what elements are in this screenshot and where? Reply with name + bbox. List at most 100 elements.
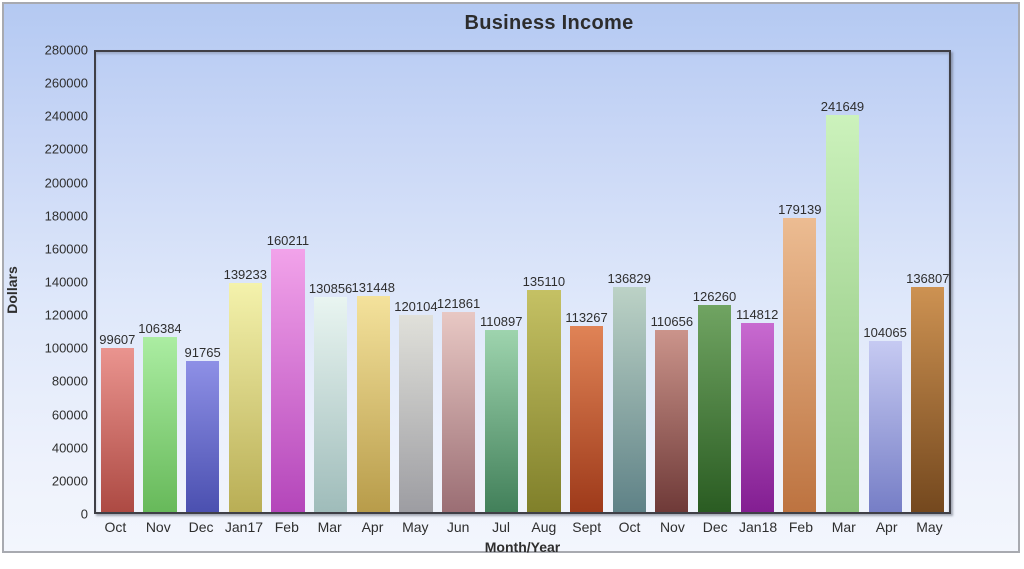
bar-value-label: 104065 bbox=[863, 325, 907, 341]
bar-11-sept: 113267 bbox=[565, 310, 608, 512]
bar-value-label: 91765 bbox=[184, 345, 221, 361]
x-tick-label-8-jun: Jun bbox=[446, 519, 470, 535]
y-tick-label-120000: 120000 bbox=[44, 307, 88, 323]
x-tick-label-7-may: May bbox=[402, 519, 429, 535]
bar-13-nov: 110656 bbox=[651, 314, 693, 512]
bar-value-label: 130856 bbox=[308, 281, 353, 297]
bar-value-label: 99607 bbox=[99, 332, 136, 348]
bar-6-apr: 131448 bbox=[352, 280, 395, 512]
bar-value-label: 106384 bbox=[138, 321, 182, 337]
x-tick-label-18-apr: Apr bbox=[875, 519, 898, 535]
bar-value-label: 139233 bbox=[223, 267, 267, 283]
chart-figure: Business Income Dollars 0 20000 40000 60000… bbox=[2, 2, 1020, 555]
y-axis-tick-labels: 0 20000 40000 60000 80000 100000 120000 140000 1… bbox=[4, 43, 88, 522]
x-tick-label-9-jul: Jul bbox=[492, 519, 510, 535]
x-tick-label-2-dec: Dec bbox=[188, 519, 214, 535]
x-tick-label-5-mar: Mar bbox=[317, 519, 342, 535]
x-tick-label-10-aug: Aug bbox=[531, 519, 557, 535]
x-tick-label-14-dec: Dec bbox=[702, 519, 728, 535]
y-tick-label-200000: 200000 bbox=[44, 175, 88, 191]
y-tick-label-160000: 160000 bbox=[44, 241, 88, 257]
y-tick-label-240000: 240000 bbox=[44, 108, 88, 124]
bar-slot-8-jun: 121861 bbox=[437, 52, 480, 512]
bar-slot-10-aug: 135110 bbox=[523, 52, 566, 512]
bar-slot-2-dec: 91765 bbox=[181, 52, 224, 512]
y-tick-label-260000: 260000 bbox=[44, 75, 88, 91]
bar-slot-16-feb: 179139 bbox=[778, 52, 822, 512]
bar-slot-5-mar: 130856 bbox=[309, 52, 352, 512]
bar-slot-14-dec: 126260 bbox=[693, 52, 736, 512]
bar-value-label: 121861 bbox=[436, 295, 481, 311]
bar-value-label: 110897 bbox=[480, 313, 523, 329]
bar-4-feb: 160211 bbox=[267, 233, 309, 512]
bar-1-nov: 106384 bbox=[138, 321, 182, 512]
bar-slot-18-apr: 104065 bbox=[863, 52, 907, 512]
chart-title: Business Income bbox=[464, 12, 634, 34]
bar-value-label: 135110 bbox=[522, 274, 566, 290]
bar-slot-3-jan17: 139233 bbox=[224, 52, 267, 512]
bar-slot-1-nov: 106384 bbox=[138, 52, 182, 512]
bar-slot-12-oct: 136829 bbox=[607, 52, 651, 512]
bar-value-label: 126260 bbox=[692, 288, 737, 304]
bar-slot-15-jan18: 114812 bbox=[736, 52, 779, 512]
x-tick-label-0-oct: Oct bbox=[104, 519, 127, 535]
bar-slot-9-jul: 110897 bbox=[480, 52, 523, 512]
bar-10-aug: 135110 bbox=[523, 274, 565, 512]
x-tick-label-15-jan18: Jan18 bbox=[739, 519, 778, 535]
bar-12-oct: 136829 bbox=[607, 271, 651, 512]
x-tick-label-4-feb: Feb bbox=[274, 519, 299, 535]
bar-slot-0-oct: 99607 bbox=[96, 52, 139, 512]
x-axis-tick-labels: Oct Nov Dec Jan17 Feb Mar Apr May Jun Jul Aug Sept O… bbox=[94, 519, 951, 535]
y-tick-label-20000: 20000 bbox=[51, 473, 88, 489]
x-axis-title: Month/Year bbox=[484, 539, 561, 555]
x-tick-label-16-feb: Feb bbox=[788, 519, 813, 535]
bar-value-label: 136807 bbox=[906, 271, 950, 287]
bar-slot-11-sept: 113267 bbox=[565, 52, 608, 512]
y-tick-label-100000: 100000 bbox=[44, 340, 88, 356]
x-tick-label-13-nov: Nov bbox=[659, 519, 685, 535]
bar-5-mar: 130856 bbox=[309, 281, 352, 512]
x-tick-label-1-nov: Nov bbox=[145, 519, 171, 535]
y-tick-label-180000: 180000 bbox=[44, 208, 88, 224]
y-tick-label-140000: 140000 bbox=[44, 274, 88, 290]
bar-17-mar: 241649 bbox=[821, 99, 864, 512]
bar-slot-17-mar: 241649 bbox=[821, 52, 864, 512]
y-tick-label-60000: 60000 bbox=[51, 407, 88, 423]
bar-8-jun: 121861 bbox=[437, 296, 480, 512]
bar-16-feb: 179139 bbox=[778, 202, 822, 512]
y-tick-label-220000: 220000 bbox=[44, 141, 88, 157]
bar-14-dec: 126260 bbox=[693, 289, 736, 512]
bar-value-label: 136829 bbox=[607, 271, 651, 287]
bar-15-jan18: 114812 bbox=[736, 307, 778, 512]
bar-series: 99607 106384 91765 139233 160211 130856 131448… bbox=[96, 52, 949, 512]
y-tick-label-40000: 40000 bbox=[51, 440, 88, 456]
bar-value-label: 179139 bbox=[778, 201, 822, 217]
bar-0-oct: 99607 bbox=[99, 332, 135, 512]
bar-value-label: 120104 bbox=[394, 298, 438, 314]
y-tick-label-0: 0 bbox=[80, 506, 88, 522]
bar-19-may: 136807 bbox=[906, 271, 949, 512]
bar-slot-19-may: 136807 bbox=[906, 52, 949, 512]
x-tick-label-19-may: May bbox=[916, 519, 943, 535]
bar-value-label: 110656 bbox=[650, 314, 694, 330]
bar-slot-6-apr: 131448 bbox=[352, 52, 395, 512]
bar-2-dec: 91765 bbox=[185, 345, 221, 512]
bar-3-jan17: 139233 bbox=[224, 267, 267, 512]
bar-18-apr: 104065 bbox=[863, 325, 907, 512]
y-tick-label-280000: 280000 bbox=[44, 42, 88, 58]
bar-value-label: 241649 bbox=[820, 99, 865, 115]
bar-value-label: 131448 bbox=[351, 280, 395, 296]
bar-value-label: 160211 bbox=[266, 232, 310, 248]
x-tick-label-12-oct: Oct bbox=[618, 519, 641, 535]
bar-7-may: 120104 bbox=[394, 299, 438, 512]
bar-value-label: 113267 bbox=[565, 309, 608, 325]
x-tick-label-11-sept: Sept bbox=[572, 519, 602, 535]
bar-slot-13-nov: 110656 bbox=[651, 52, 694, 512]
plot-area: 99607 106384 91765 139233 160211 130856 131448… bbox=[94, 50, 951, 514]
bar-slot-7-may: 120104 bbox=[394, 52, 438, 512]
bar-value-label: 114812 bbox=[735, 307, 779, 323]
bar-9-jul: 110897 bbox=[480, 314, 522, 512]
x-tick-label-6-apr: Apr bbox=[361, 519, 384, 535]
x-tick-label-3-jan17: Jan17 bbox=[224, 519, 264, 535]
